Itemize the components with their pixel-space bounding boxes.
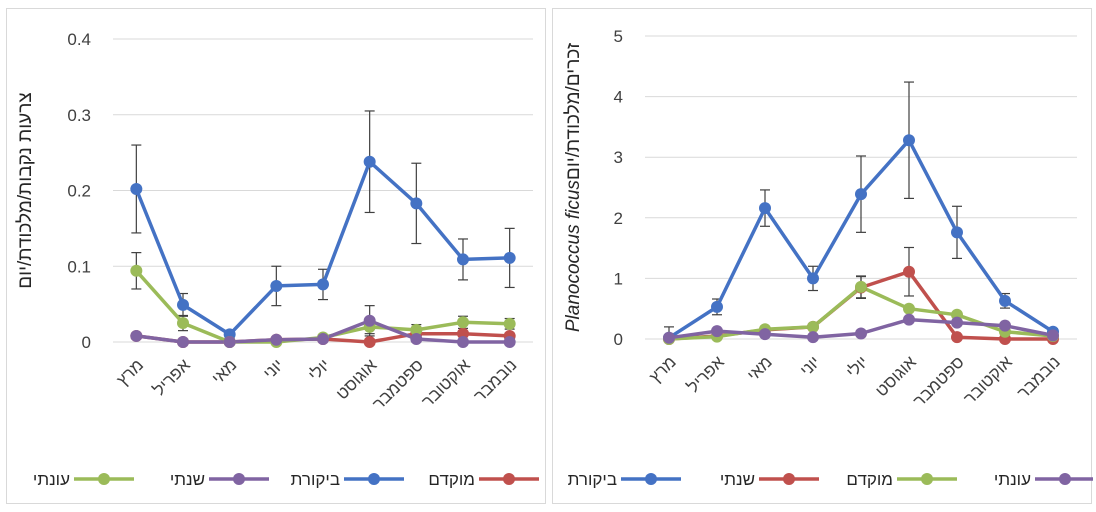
left-ytick-label: 0.1 bbox=[67, 257, 91, 276]
right-data-point bbox=[951, 331, 963, 344]
right-legend-label: שנתי bbox=[720, 470, 755, 489]
right-ytick-label: 1 bbox=[614, 269, 623, 288]
right-xtick-label: יולי bbox=[843, 352, 872, 381]
right-data-point bbox=[807, 272, 819, 285]
left-data-point bbox=[177, 298, 189, 311]
left-data-point bbox=[457, 316, 469, 329]
left-data-point bbox=[130, 329, 143, 342]
right-ytick-label: 0 bbox=[614, 330, 623, 349]
left-legend-label: ביקורת bbox=[291, 470, 340, 489]
right-legend-label: מוקדם bbox=[846, 470, 893, 489]
right-xtick-label: נובמבר bbox=[1014, 352, 1064, 402]
right-xtick-label: יוני bbox=[796, 352, 823, 379]
right-legend-label: עונתי bbox=[994, 470, 1031, 489]
left-ytick-label: 0.2 bbox=[67, 182, 91, 201]
right-data-point bbox=[999, 319, 1011, 332]
right-data-point bbox=[807, 331, 819, 344]
right-data-point bbox=[759, 328, 771, 341]
left-data-point bbox=[270, 333, 283, 346]
left-data-point bbox=[503, 251, 516, 264]
right-data-point bbox=[855, 327, 867, 340]
left-data-point bbox=[410, 323, 423, 336]
right-legend-marker bbox=[1059, 473, 1071, 485]
left-xtick-label: נובמבר bbox=[470, 355, 520, 405]
left-data-point bbox=[503, 317, 516, 330]
right-ytick-label: 3 bbox=[614, 148, 623, 167]
left-xtick-label: אפריל bbox=[150, 355, 194, 399]
left-xtick-label: אוקטובר bbox=[418, 355, 474, 411]
right-ytick-label: 4 bbox=[614, 88, 623, 107]
left-data-point bbox=[270, 279, 283, 292]
left-data-point bbox=[130, 264, 143, 277]
right-data-point bbox=[663, 331, 675, 344]
left-y-axis-label: צרעות נקבות/מלכודת/יום bbox=[15, 92, 36, 288]
right-legend-marker bbox=[645, 473, 657, 485]
left-legend-label: מוקדם bbox=[428, 470, 475, 489]
right-data-point bbox=[711, 300, 723, 313]
chart-panel-left: 0 0.1 0.2 0.3 0.4 צרעות נקבות/מלכודת/יום מרץ אפ… bbox=[6, 8, 546, 504]
right-xtick-label: ספטמבר bbox=[910, 352, 968, 410]
left-data-point bbox=[317, 278, 329, 291]
right-data-point bbox=[951, 316, 963, 329]
right-data-point bbox=[807, 320, 819, 333]
chart-right: 0 1 2 3 4 5 Planococcus ficusזכרים/מלכודת/יום מ… bbox=[563, 27, 1093, 489]
right-data-point bbox=[903, 302, 915, 315]
left-data-point bbox=[457, 253, 469, 266]
left-data-point bbox=[177, 317, 189, 330]
left-xtick-label: מרץ bbox=[113, 355, 147, 389]
right-legend-label: ביקורת bbox=[568, 470, 617, 489]
right-y-axis-label: Planococcus ficusזכרים/מלכודת/יום bbox=[563, 43, 584, 332]
right-data-point bbox=[855, 188, 867, 201]
left-data-point bbox=[363, 155, 376, 168]
left-data-point bbox=[363, 314, 376, 327]
right-xtick-label: מרץ bbox=[646, 352, 680, 386]
right-xtick-label: מאי bbox=[743, 352, 775, 384]
left-ytick-label: 0.3 bbox=[67, 106, 91, 125]
left-legend-marker bbox=[368, 473, 380, 485]
chart-left: 0 0.1 0.2 0.3 0.4 צרעות נקבות/מלכודת/יום מרץ אפ… bbox=[15, 30, 539, 489]
right-xtick-label: אוקטובר bbox=[960, 352, 1016, 408]
left-data-point bbox=[177, 336, 189, 348]
right-data-point bbox=[903, 265, 915, 278]
left-legend-marker bbox=[503, 473, 515, 485]
left-legend-marker bbox=[233, 473, 245, 485]
right-legend-marker bbox=[783, 473, 795, 485]
left-series-line bbox=[134, 159, 510, 337]
right-data-point bbox=[903, 134, 915, 147]
right-data-point bbox=[1047, 329, 1059, 342]
left-data-point bbox=[503, 336, 516, 348]
left-xtick-label: יוני bbox=[260, 355, 287, 382]
right-data-point bbox=[951, 226, 963, 239]
left-data-point bbox=[223, 336, 236, 348]
chart-panel-right: 0 1 2 3 4 5 Planococcus ficusזכרים/מלכודת/יום מ… bbox=[552, 8, 1093, 504]
left-data-point bbox=[363, 336, 376, 348]
left-ytick-label: 0.4 bbox=[67, 30, 91, 49]
left-xtick-label: יולי bbox=[305, 355, 334, 384]
left-legend-marker bbox=[98, 473, 110, 485]
left-data-point bbox=[410, 332, 423, 345]
left-data-point bbox=[317, 332, 329, 345]
right-ytick-label: 2 bbox=[614, 209, 623, 228]
left-legend-label: עונתי bbox=[33, 470, 70, 489]
left-legend-label: שנתי bbox=[170, 470, 205, 489]
left-data-point bbox=[130, 182, 143, 195]
right-y-axis-label-text: זכרים/מלכודת/יום bbox=[563, 43, 584, 180]
left-data-point bbox=[457, 336, 469, 348]
right-data-point bbox=[759, 202, 771, 215]
right-data-point bbox=[999, 294, 1011, 307]
right-xtick-label: אפריל bbox=[684, 352, 728, 396]
right-data-point bbox=[711, 325, 723, 338]
left-xtick-label: ספטמבר bbox=[369, 355, 427, 413]
left-xtick-label: מאי bbox=[208, 355, 240, 387]
right-ytick-label: 5 bbox=[614, 27, 623, 46]
left-data-point bbox=[457, 327, 469, 340]
right-legend-marker bbox=[921, 473, 933, 485]
left-ytick-label: 0 bbox=[82, 333, 91, 352]
left-data-point bbox=[410, 197, 423, 210]
right-y-axis-label-italic: Planococcus ficus bbox=[563, 180, 584, 333]
right-data-point bbox=[855, 280, 867, 293]
right-data-point bbox=[903, 313, 915, 326]
